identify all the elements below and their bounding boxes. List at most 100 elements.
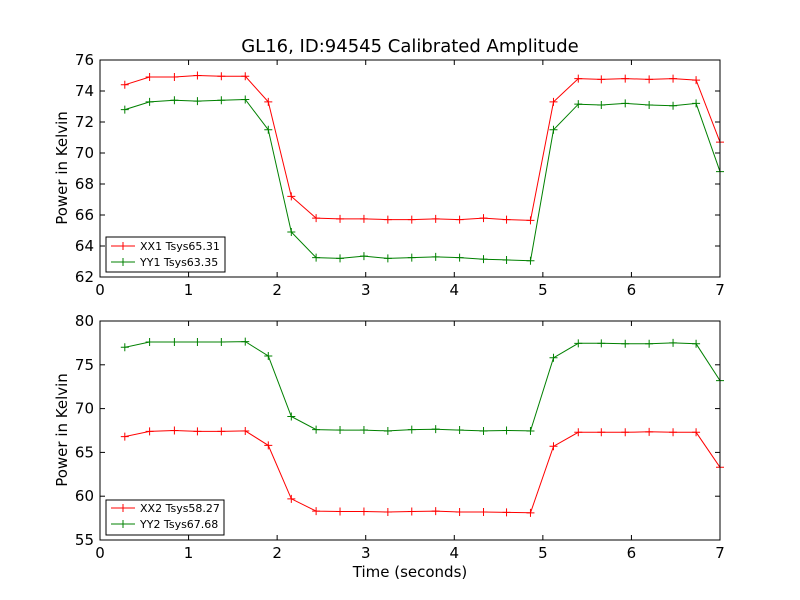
top-series-0-point-16 [502, 215, 511, 224]
top-x-tick-label-0: 0 [95, 281, 105, 299]
bottom-series-1-point-14 [455, 426, 464, 435]
bottom-series-1-point-15 [479, 426, 488, 435]
bottom-y-tick-label-4: 75 [75, 356, 94, 374]
top-x-tick-label-4: 4 [450, 281, 460, 299]
top-subplot: 0 1 2 3 4 5 6 7 62 64 66 68 70 72 74 76 Power in Kelvin… [53, 51, 725, 299]
top-series-0-point-24 [692, 76, 701, 85]
top-series-0-point-0 [120, 80, 129, 89]
bottom-x-tick-label-6: 6 [627, 544, 637, 562]
top-series-1-point-4 [217, 96, 226, 105]
bottom-series-0-point-7 [287, 494, 296, 503]
top-series-1-point-21 [621, 99, 630, 108]
bottom-series-1-point-23 [669, 338, 678, 347]
top-series-1-point-1 [145, 97, 154, 106]
bottom-series-1-point-3 [193, 338, 202, 347]
bottom-series-1-point-8 [312, 425, 321, 434]
bottom-y-tick-label-3: 70 [75, 400, 94, 418]
top-series-0-point-20 [597, 75, 606, 84]
top-y-tick-label-2: 66 [75, 206, 94, 224]
bottom-legend-label-1: YY2 Tsys67.68 [139, 518, 218, 531]
top-legend: XX1 Tsys65.31 YY1 Tsys63.35 [105, 236, 226, 273]
bottom-subplot: 0 1 2 3 4 5 6 7 55 60 65 70 75 80 Power in Kelvin Tim… [53, 312, 725, 581]
top-series-0-point-10 [359, 214, 368, 223]
top-legend-label-1: YY1 Tsys63.35 [139, 256, 218, 269]
bottom-series-0-point-23 [669, 428, 678, 437]
top-series-0-point-1 [145, 73, 154, 82]
bottom-series-1-point-6 [264, 352, 273, 361]
top-x-tick-label-6: 6 [627, 281, 637, 299]
bottom-x-tick-label-2: 2 [272, 544, 282, 562]
top-x-tick-label-3: 3 [361, 281, 371, 299]
top-series-0-point-23 [669, 74, 678, 83]
top-ticks: 0 1 2 3 4 5 6 7 62 64 66 68 70 72 74 76 [75, 51, 725, 299]
bottom-y-tick-label-5: 80 [75, 312, 94, 330]
top-y-tick-label-5: 72 [75, 113, 94, 131]
bottom-plot-area [120, 337, 724, 517]
top-series-0-point-14 [455, 215, 464, 224]
bottom-series-0-point-2 [170, 426, 179, 435]
bottom-x-tick-label-0: 0 [95, 544, 105, 562]
bottom-series-1-point-13 [431, 425, 440, 434]
bottom-series-0-point-16 [502, 508, 511, 517]
top-series-1-point-9 [336, 254, 345, 263]
top-y-axis-label: Power in Kelvin [53, 111, 71, 225]
top-series-0-point-3 [193, 71, 202, 80]
top-series-1-point-16 [502, 255, 511, 264]
top-series-0-point-17 [526, 216, 535, 225]
top-series-1-point-7 [287, 228, 296, 237]
bottom-series-1-point-2 [170, 338, 179, 347]
top-legend-marker-0 [119, 242, 127, 250]
top-series-0-point-22 [645, 75, 654, 84]
top-series-1-point-19 [574, 100, 583, 109]
bottom-series-0-point-8 [312, 507, 321, 516]
top-series-1-point-13 [431, 252, 440, 261]
bottom-legend: XX2 Tsys58.27 YY2 Tsys67.68 [105, 499, 225, 536]
bottom-series-1-point-24 [692, 339, 701, 348]
bottom-series-1-point-0 [120, 343, 129, 352]
top-series-0-point-11 [383, 215, 392, 224]
bottom-series-0-point-19 [574, 428, 583, 437]
top-series-0-point-6 [264, 97, 273, 106]
bottom-series-1-point-16 [502, 426, 511, 435]
bottom-series-1-point-18 [549, 353, 558, 362]
bottom-x-tick-label-7: 7 [715, 544, 725, 562]
top-x-tick-label-5: 5 [538, 281, 548, 299]
bottom-series-1-point-10 [359, 426, 368, 435]
bottom-series-1-point-4 [217, 338, 226, 347]
top-series-1-point-0 [120, 105, 129, 114]
top-legend-marker-1 [119, 258, 127, 266]
top-plot-frame [99, 59, 721, 278]
top-y-tick-label-4: 70 [75, 144, 94, 162]
top-series-0-point-9 [336, 214, 345, 223]
bottom-y-tick-label-0: 55 [75, 531, 94, 549]
top-y-tick-label-7: 76 [75, 51, 94, 69]
top-series-0-point-18 [549, 97, 558, 106]
bottom-y-tick-label-1: 60 [75, 487, 94, 505]
bottom-series-0-point-6 [264, 441, 273, 450]
top-series-1-point-22 [645, 100, 654, 109]
bottom-series-0-point-12 [407, 507, 416, 516]
bottom-legend-marker-1 [119, 520, 127, 528]
top-legend-label-0: XX1 Tsys65.31 [140, 240, 220, 253]
bottom-series-0-point-13 [431, 507, 440, 516]
bottom-series-1-point-20 [597, 339, 606, 348]
bottom-plot-frame [99, 320, 721, 541]
bottom-x-tick-label-3: 3 [361, 544, 371, 562]
top-y-tick-label-3: 68 [75, 175, 94, 193]
top-series-1-point-14 [455, 253, 464, 262]
top-legend-frame [105, 236, 226, 273]
top-series-0-point-5 [241, 72, 250, 81]
top-series-1-point-23 [669, 101, 678, 110]
bottom-series-0-point-3 [193, 427, 202, 436]
bottom-x-tick-label-5: 5 [538, 544, 548, 562]
top-plot-area [120, 71, 724, 265]
bottom-series-1-point-12 [407, 425, 416, 434]
bottom-series-1-point-22 [645, 339, 654, 348]
bottom-series-0-point-20 [597, 428, 606, 437]
bottom-series-0-point-22 [645, 427, 654, 436]
bottom-series-1-point-21 [621, 339, 630, 348]
top-y-tick-label-1: 64 [75, 237, 94, 255]
bottom-legend-marker-0 [119, 504, 127, 512]
top-x-tick-label-2: 2 [272, 281, 282, 299]
chart-title: GL16, ID:94545 Calibrated Amplitude [241, 36, 579, 57]
